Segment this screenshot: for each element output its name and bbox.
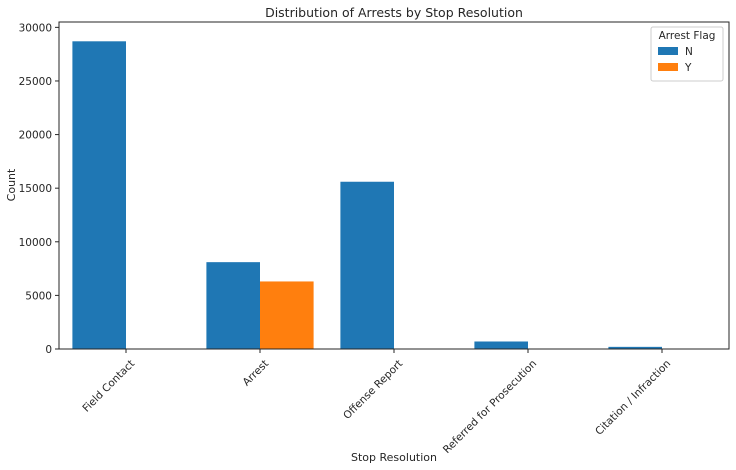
bar-Y-1 bbox=[260, 281, 314, 349]
legend-label-N: N bbox=[685, 46, 693, 58]
bar-N-3 bbox=[474, 341, 528, 349]
x-tick-label: Referred for Prosecution bbox=[441, 358, 539, 456]
bar-N-2 bbox=[340, 181, 394, 349]
x-tick-label: Arrest bbox=[240, 358, 271, 389]
legend: Arrest Flag NY bbox=[650, 26, 724, 82]
y-tick-label: 25000 bbox=[19, 76, 52, 88]
y-tick-label: 10000 bbox=[19, 237, 52, 249]
x-tick-label: Citation / Infraction bbox=[593, 358, 673, 438]
chart-title: Distribution of Arrests by Stop Resoluti… bbox=[265, 5, 523, 20]
y-tick-label: 20000 bbox=[19, 130, 52, 142]
bar-N-0 bbox=[72, 41, 126, 349]
y-tick-label: 0 bbox=[45, 344, 52, 356]
x-tick-label: Offense Report bbox=[341, 358, 405, 422]
y-tick-label: 15000 bbox=[19, 183, 52, 195]
bar-N-4 bbox=[608, 346, 662, 349]
legend-label-Y: Y bbox=[684, 62, 692, 74]
y-tick-label: 30000 bbox=[19, 22, 52, 34]
x-axis-label: Stop Resolution bbox=[351, 451, 437, 464]
bar-N-1 bbox=[206, 262, 260, 349]
legend-swatch-N bbox=[658, 47, 678, 55]
y-axis-label: Count bbox=[5, 168, 18, 201]
y-tick-label: 5000 bbox=[25, 290, 52, 302]
x-tick-label: Field Contact bbox=[80, 358, 137, 415]
legend-swatch-Y bbox=[658, 63, 678, 71]
legend-title: Arrest Flag bbox=[659, 30, 716, 42]
plot-frame bbox=[58, 21, 730, 350]
